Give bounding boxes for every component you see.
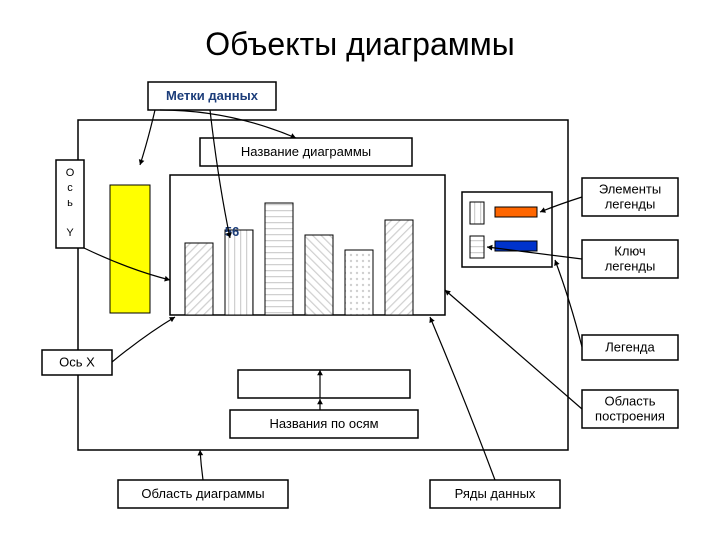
data-bar xyxy=(265,203,293,315)
axis-y-char: Y xyxy=(66,227,74,239)
svg-text:Легенда: Легенда xyxy=(605,340,655,355)
data-bar xyxy=(305,235,333,315)
axis-title-box xyxy=(238,370,410,398)
data-bar xyxy=(225,230,253,315)
data-series-label-box: Ряды данных xyxy=(430,480,560,508)
data-bar xyxy=(345,250,373,315)
data-bar xyxy=(185,243,213,315)
svg-text:Область: Область xyxy=(604,394,655,409)
svg-text:построения: построения xyxy=(595,409,665,424)
svg-text:Метки данных: Метки данных xyxy=(166,88,259,103)
data-labels-box: Метки данных xyxy=(148,82,276,110)
legend-key-icon xyxy=(470,202,484,224)
axis-x-box: Ось X xyxy=(42,350,112,375)
svg-text:Ключ: Ключ xyxy=(614,244,645,259)
legend-key-icon xyxy=(470,236,484,258)
data-bar xyxy=(385,220,413,315)
chart-area-label-box: Область диаграммы xyxy=(118,480,288,508)
chart-title-box: Название диаграммы xyxy=(200,138,412,166)
svg-text:Ряды данных: Ряды данных xyxy=(455,486,536,501)
legend-key-box: Ключлегенды xyxy=(582,240,678,278)
legend-swatch xyxy=(495,241,537,251)
svg-text:Названия по осям: Названия по осям xyxy=(269,416,378,431)
data-label-value: 56 xyxy=(225,224,239,239)
page-title: Объекты диаграммы xyxy=(205,26,514,62)
axis-y-char: ь xyxy=(67,197,73,209)
axis-titles-box: Названия по осям xyxy=(230,410,418,438)
svg-text:Ось X: Ось X xyxy=(59,355,95,370)
svg-text:Область диаграммы: Область диаграммы xyxy=(141,486,264,501)
svg-text:легенды: легенды xyxy=(605,197,656,212)
svg-text:Элементы: Элементы xyxy=(599,182,661,197)
svg-text:легенды: легенды xyxy=(605,259,656,274)
svg-text:Название диаграммы: Название диаграммы xyxy=(241,144,371,159)
plot-area-label-box: Областьпостроения xyxy=(582,390,678,428)
axis-y-char: с xyxy=(67,182,73,194)
axis-y-bar xyxy=(110,185,150,313)
axis-y-char: О xyxy=(66,167,75,179)
legend-elements-box: Элементылегенды xyxy=(582,178,678,216)
legend-swatch xyxy=(495,207,537,217)
legend-label-box: Легенда xyxy=(582,335,678,360)
